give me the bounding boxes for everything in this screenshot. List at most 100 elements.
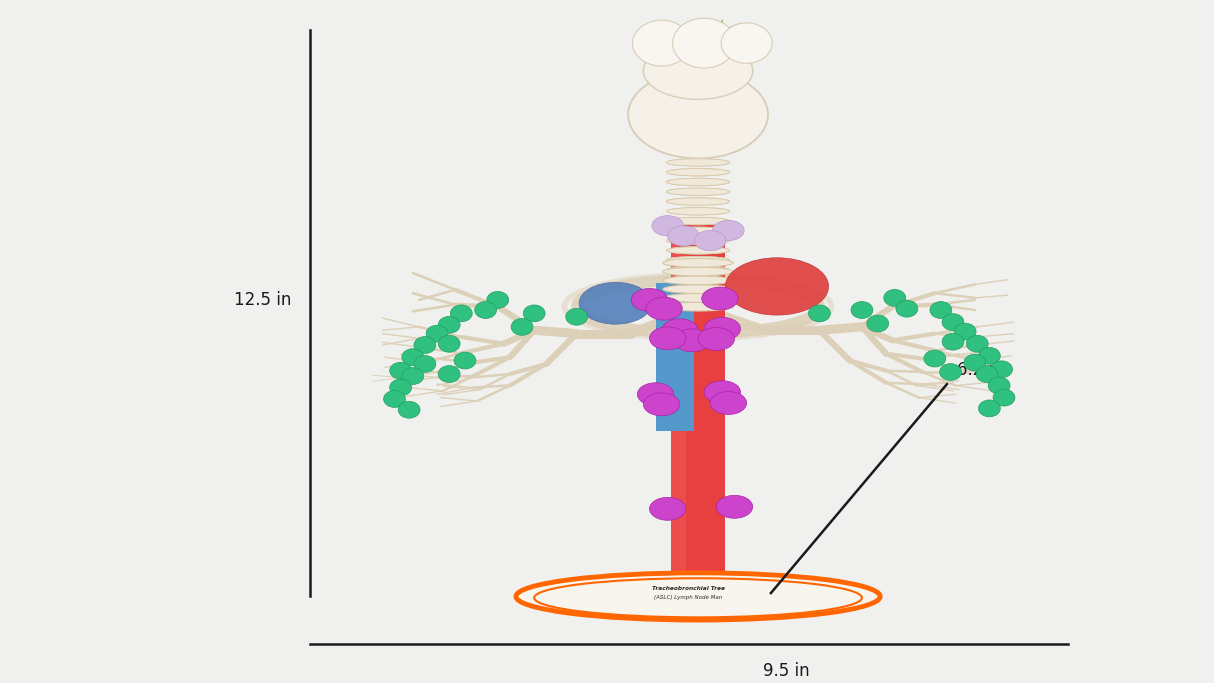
Ellipse shape <box>666 198 730 205</box>
Ellipse shape <box>978 400 1000 417</box>
Ellipse shape <box>702 287 738 310</box>
Ellipse shape <box>426 325 448 342</box>
Ellipse shape <box>966 335 988 352</box>
Ellipse shape <box>666 256 730 264</box>
Ellipse shape <box>896 301 918 317</box>
Ellipse shape <box>666 188 730 195</box>
Ellipse shape <box>649 497 686 520</box>
Ellipse shape <box>721 23 772 64</box>
Ellipse shape <box>666 139 730 147</box>
Ellipse shape <box>704 381 741 404</box>
Ellipse shape <box>704 318 741 340</box>
Ellipse shape <box>924 350 946 367</box>
Ellipse shape <box>809 305 830 322</box>
Ellipse shape <box>663 303 733 311</box>
Ellipse shape <box>694 230 726 251</box>
Ellipse shape <box>942 313 964 331</box>
Ellipse shape <box>663 285 733 294</box>
Ellipse shape <box>402 349 424 365</box>
Ellipse shape <box>716 495 753 518</box>
Ellipse shape <box>978 348 1000 364</box>
Ellipse shape <box>666 247 730 254</box>
Ellipse shape <box>666 266 730 274</box>
Ellipse shape <box>940 363 961 380</box>
Ellipse shape <box>993 389 1015 406</box>
Ellipse shape <box>438 335 460 352</box>
Ellipse shape <box>666 237 730 245</box>
Ellipse shape <box>666 247 730 254</box>
Ellipse shape <box>643 42 753 100</box>
Ellipse shape <box>884 290 906 306</box>
Text: Tracheobronchial Tree: Tracheobronchial Tree <box>652 586 725 591</box>
Ellipse shape <box>384 391 405 407</box>
Ellipse shape <box>516 573 880 620</box>
Ellipse shape <box>487 292 509 308</box>
Ellipse shape <box>720 24 768 63</box>
Ellipse shape <box>666 237 730 245</box>
Ellipse shape <box>666 208 730 215</box>
Ellipse shape <box>673 18 736 68</box>
Ellipse shape <box>438 365 460 382</box>
Ellipse shape <box>954 323 976 340</box>
Ellipse shape <box>666 188 730 195</box>
Ellipse shape <box>666 256 730 264</box>
Ellipse shape <box>713 221 744 240</box>
Ellipse shape <box>511 318 533 335</box>
Ellipse shape <box>976 365 998 382</box>
Ellipse shape <box>402 367 424 385</box>
Ellipse shape <box>646 297 682 320</box>
Ellipse shape <box>666 139 730 147</box>
Ellipse shape <box>991 361 1012 378</box>
Ellipse shape <box>964 354 986 371</box>
Ellipse shape <box>710 391 747 415</box>
Ellipse shape <box>666 169 730 176</box>
Ellipse shape <box>475 302 497 318</box>
Ellipse shape <box>631 288 668 311</box>
Ellipse shape <box>643 393 680 416</box>
Ellipse shape <box>414 356 436 372</box>
Ellipse shape <box>643 42 753 100</box>
Ellipse shape <box>725 257 828 315</box>
Text: 6.2 in: 6.2 in <box>957 361 1004 379</box>
Ellipse shape <box>666 149 730 156</box>
Ellipse shape <box>632 20 691 66</box>
Bar <box>671 219 725 576</box>
Ellipse shape <box>666 158 730 166</box>
Bar <box>668 111 728 152</box>
Ellipse shape <box>390 362 412 379</box>
Ellipse shape <box>634 21 688 65</box>
Ellipse shape <box>666 208 730 215</box>
Ellipse shape <box>666 178 730 186</box>
Ellipse shape <box>666 276 730 283</box>
Ellipse shape <box>566 308 588 325</box>
Ellipse shape <box>666 158 730 166</box>
Ellipse shape <box>629 71 767 158</box>
Ellipse shape <box>523 305 545 322</box>
Bar <box>671 219 686 576</box>
Ellipse shape <box>398 402 420 418</box>
Ellipse shape <box>663 267 733 276</box>
Ellipse shape <box>698 328 734 350</box>
Ellipse shape <box>674 19 734 68</box>
Ellipse shape <box>662 319 698 342</box>
Ellipse shape <box>663 294 733 303</box>
Ellipse shape <box>663 276 733 285</box>
Ellipse shape <box>942 333 964 350</box>
Ellipse shape <box>867 315 889 332</box>
Ellipse shape <box>666 266 730 274</box>
Bar <box>656 283 694 432</box>
Ellipse shape <box>666 198 730 205</box>
Ellipse shape <box>579 282 652 324</box>
Ellipse shape <box>663 258 733 267</box>
Ellipse shape <box>414 337 436 354</box>
Ellipse shape <box>851 302 873 318</box>
Ellipse shape <box>988 377 1010 394</box>
Ellipse shape <box>666 217 730 225</box>
Ellipse shape <box>652 216 683 236</box>
Ellipse shape <box>666 217 730 225</box>
Ellipse shape <box>450 305 472 322</box>
Ellipse shape <box>674 329 710 352</box>
Ellipse shape <box>637 382 674 406</box>
Ellipse shape <box>930 302 952 318</box>
Ellipse shape <box>666 178 730 186</box>
